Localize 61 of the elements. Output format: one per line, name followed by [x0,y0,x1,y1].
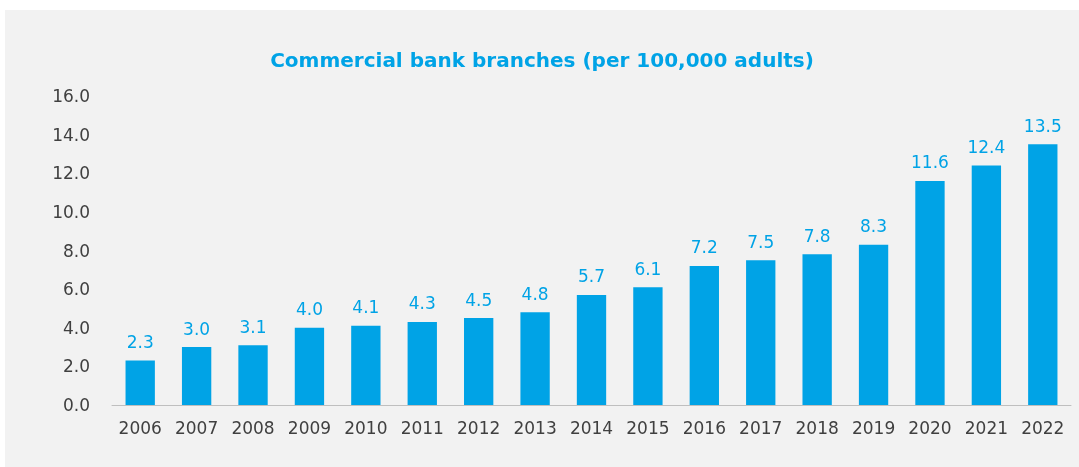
bar [802,254,832,405]
x-tick-label: 2012 [457,417,501,438]
bar [1028,144,1058,405]
data-label: 4.0 [295,299,323,320]
bar [351,325,381,405]
x-tick-label: 2017 [739,417,783,438]
x-tick-label: 2021 [964,417,1009,438]
y-tick-label: 12.0 [52,163,90,184]
x-tick-label: 2008 [231,417,275,438]
data-label: 5.7 [577,266,606,287]
y-tick-label: 16.0 [52,86,90,106]
data-label: 4.1 [352,297,380,318]
bar [464,318,494,405]
y-tick-label: 14.0 [52,124,90,145]
data-label: 12.4 [967,137,1006,158]
x-tick-label: 2010 [344,417,388,438]
bar [576,294,607,405]
chart-title: Commercial bank branches (per 100,000 adults) [270,48,814,72]
data-label: 7.8 [803,225,831,246]
y-tick-label: 4.0 [62,317,90,338]
bar [294,327,325,405]
bar [746,260,776,405]
x-tick-label: 2009 [287,417,332,438]
y-tick-label: 8.0 [62,240,90,261]
bar [689,265,719,405]
data-label: 4.3 [408,293,436,314]
x-tick-label: 2022 [1021,417,1065,438]
data-label: 7.5 [747,231,775,252]
x-tick-label: 2006 [118,417,162,438]
x-tick-label: 2018 [795,417,839,438]
data-label: 7.2 [690,237,718,258]
x-tick-label: 2020 [908,417,952,438]
data-label: 4.5 [465,289,493,310]
data-label: 6.1 [634,258,662,279]
y-tick-label: 6.0 [62,279,90,300]
bar [858,244,889,405]
x-tick-label: 2011 [400,417,444,438]
data-label: 2.3 [126,332,154,353]
x-tick-label: 2014 [569,417,614,438]
bar [633,287,663,405]
bar [181,347,212,405]
bar [971,165,1002,405]
bar [520,312,550,405]
data-label: 3.1 [239,316,267,337]
data-label: 13.5 [1023,115,1062,136]
x-tick-label: 2019 [851,417,896,438]
bar [125,360,155,405]
y-tick-label: 10.0 [52,201,90,222]
y-tick-label: 2.0 [62,356,90,377]
bar [238,345,268,405]
data-label: 4.8 [521,283,549,304]
bar [915,180,945,405]
y-tick-label: 0.0 [62,395,90,415]
data-label: 3.0 [183,318,211,339]
x-tick-label: 2015 [626,417,670,438]
bar [407,321,437,405]
x-tick-label: 2016 [682,417,726,438]
x-tick-label: 2007 [174,417,219,438]
x-tick-label: 2013 [513,417,557,438]
data-label: 11.6 [911,152,949,173]
data-label: 8.3 [860,216,888,237]
